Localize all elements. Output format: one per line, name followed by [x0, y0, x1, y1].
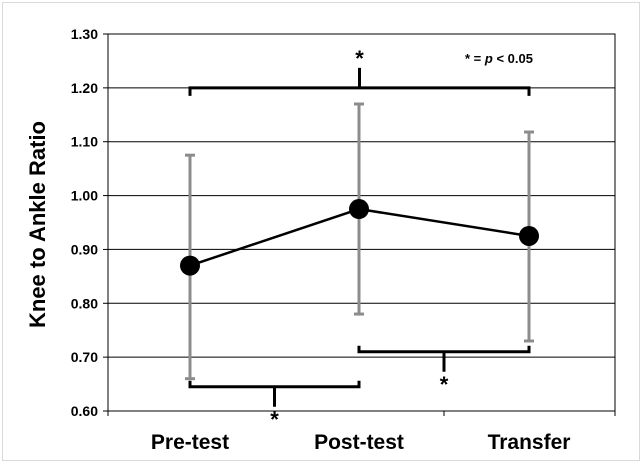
significance-bracket — [188, 86, 531, 96]
significance-bracket — [188, 380, 361, 389]
plot-border — [107, 33, 616, 412]
y-tick-label: 1.30 — [71, 26, 98, 42]
note-prefix: * = — [465, 51, 485, 66]
note-p: p — [484, 51, 493, 66]
data-point — [180, 255, 200, 276]
series-line — [180, 199, 539, 276]
error-bars — [185, 102, 534, 381]
significance-brackets: * * * — [188, 46, 531, 432]
significance-star: * — [440, 372, 449, 397]
data-point — [349, 199, 369, 220]
x-category-label: Post-test — [314, 431, 404, 454]
y-tick-label: 0.70 — [71, 349, 98, 365]
y-tick-label: 0.60 — [71, 403, 98, 419]
x-category-label: Transfer — [488, 431, 571, 454]
chart-frame: 0.60 0.70 0.80 0.90 1.00 1.10 1.20 1.30 Pre-tes… — [2, 2, 640, 461]
y-tick-label: 0.90 — [71, 241, 98, 257]
note-suffix: < 0.05 — [493, 51, 533, 66]
x-category-label: Pre-test — [151, 431, 229, 454]
significance-bracket — [357, 345, 531, 354]
significance-note: * = p < 0.05 — [465, 51, 533, 66]
significance-star: * — [270, 407, 279, 432]
y-tick-label: 1.10 — [71, 134, 98, 150]
y-tick-labels: 0.60 0.70 0.80 0.90 1.00 1.10 1.20 1.30 — [71, 26, 98, 419]
y-tick-label: 0.80 — [71, 295, 98, 311]
y-axis-label: Knee to Ankle Ratio — [25, 121, 50, 328]
y-tick-label: 1.20 — [71, 80, 98, 96]
line-chart: 0.60 0.70 0.80 0.90 1.00 1.10 1.20 1.30 Pre-tes… — [25, 26, 616, 454]
y-tick-label: 1.00 — [71, 188, 98, 204]
significance-star: * — [355, 46, 364, 71]
x-category-labels: Pre-test Post-test Transfer — [151, 431, 571, 454]
data-point — [519, 225, 539, 246]
